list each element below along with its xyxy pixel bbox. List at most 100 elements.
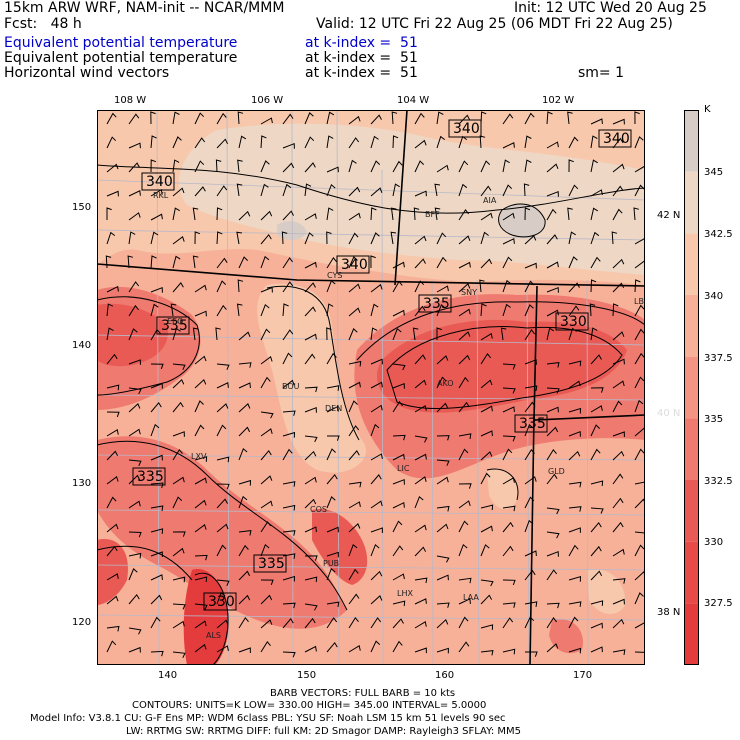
wind-barb [502,602,516,608]
colorbar-label-335: 335 [704,414,724,425]
wind-barb [326,385,340,391]
wind-barb [304,645,317,653]
wind-barb [192,207,199,221]
wind-barb [106,207,112,220]
wind-barb [436,618,449,629]
wind-barb [568,601,582,607]
wind-barb [106,640,117,653]
wind-barb [304,435,318,443]
wind-barb [612,303,619,317]
wind-barb [216,138,229,149]
wind-barb [348,212,361,221]
wind-barb [436,647,449,654]
wind-barb [304,112,314,125]
wind-barb [128,142,141,149]
wind-barb [568,430,581,437]
wind-barb [568,544,579,557]
field-3-level: at k-index = 51 [305,65,418,81]
wind-barb [524,304,534,317]
wind-barb [237,111,244,125]
wind-barb [194,424,205,437]
wind-barb [634,136,644,149]
wind-barb [524,448,535,461]
wind-barb [216,185,228,197]
wind-barb [194,310,207,317]
wind-barb [128,231,136,245]
wind-barb [612,163,625,173]
wind-barb [634,184,645,197]
wind-barb [392,160,403,173]
wind-barb [348,283,361,293]
wind-barb [260,183,269,197]
wind-barb [414,476,427,485]
wind-barb [370,114,382,125]
wind-barb [304,282,316,293]
city-sny: SNY [461,288,477,297]
wind-barb [392,478,405,485]
wind-barb [304,353,316,365]
city-gld: GLD [548,467,565,476]
wind-barb [458,401,470,413]
wind-barb [634,399,644,413]
wind-barb [414,258,426,269]
wind-barb [480,185,492,197]
wind-barb [523,183,530,197]
wind-barb [480,624,494,630]
wind-barb [150,286,163,293]
wind-barb [348,137,360,149]
wind-barb [458,433,472,439]
wind-barb [106,303,114,317]
wind-barb [260,594,273,605]
wind-barb [326,551,339,558]
wind-barb [480,579,494,587]
wind-barb [194,378,207,389]
wind-barb [260,355,273,365]
wind-barb [150,111,156,125]
lat-label-42n: 42 N [657,210,681,221]
wind-barb [150,401,162,413]
wind-barb [568,527,581,533]
wind-barb [282,281,294,293]
wind-barb [390,207,397,221]
wind-barb [370,404,383,413]
wind-barb [392,573,405,581]
wind-barb [502,477,515,485]
wind-barb [568,647,582,654]
svg-text:335: 335 [423,296,450,312]
wind-barb [216,403,229,413]
wind-barb [392,545,404,557]
wind-barb [304,306,316,317]
wind-barb [304,498,317,509]
wind-barb [634,304,645,317]
wind-barb [194,643,207,653]
svg-text:330: 330 [208,594,235,610]
wind-barb [260,411,274,419]
wind-barb [238,403,251,413]
wind-barb [326,405,339,413]
wind-barb [392,401,403,413]
wind-barb [216,424,227,437]
wind-barb [326,327,332,341]
wind-barb [194,456,208,462]
wind-barb [216,645,229,653]
wind-barb [502,184,513,197]
wind-barb [546,507,560,515]
wind-barb [458,114,471,125]
wind-barb [194,355,207,365]
wind-barb [304,476,317,485]
contour-label: 335 [156,316,190,335]
wind-barb [502,406,515,413]
wind-barb [612,473,624,485]
wind-barb [282,617,294,629]
wind-barb [392,363,406,371]
colorbar-swatch [684,233,699,295]
wind-barb [590,159,598,173]
wind-barb [326,183,336,197]
wind-barb [216,257,228,269]
colorbar-swatch [684,480,699,542]
wind-barb [370,358,383,365]
wind-barb [260,255,270,269]
wind-barb [128,281,140,293]
wind-barb [370,232,380,245]
field-2-name: Equivalent potential temperature [4,50,238,66]
